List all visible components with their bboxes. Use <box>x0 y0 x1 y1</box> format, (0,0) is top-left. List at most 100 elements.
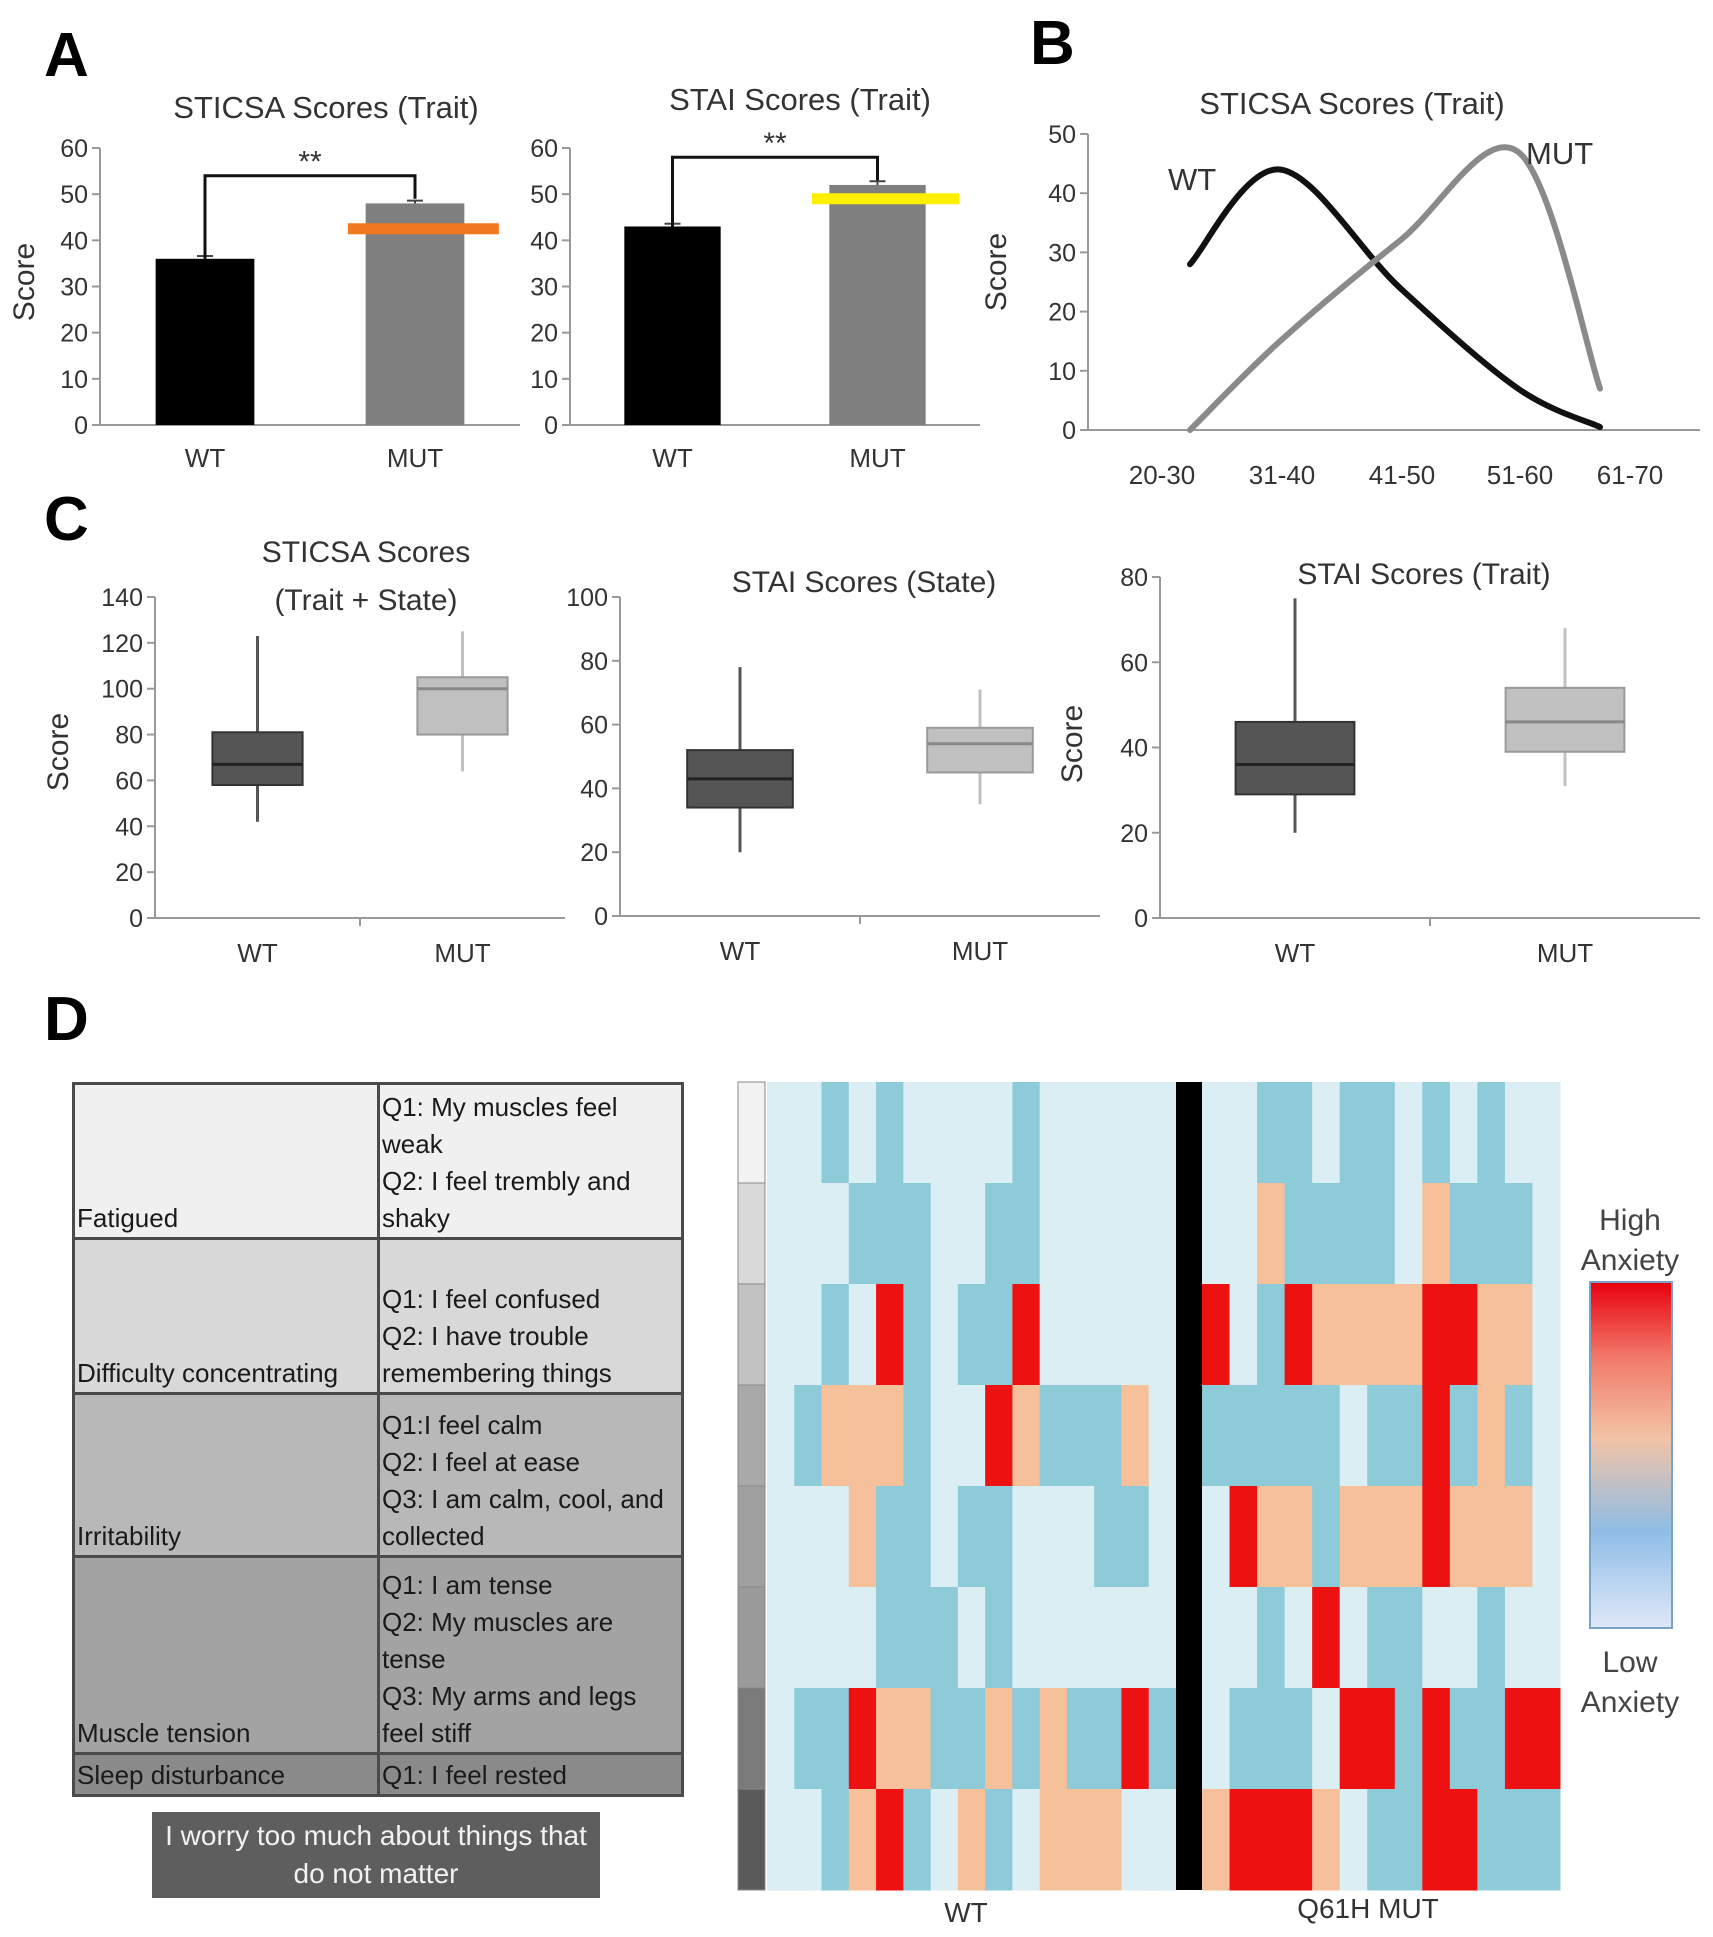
heatmap-cell <box>1367 1688 1396 1790</box>
heatmap-cell <box>1477 1385 1506 1487</box>
heatmap-cell <box>1284 1789 1313 1891</box>
heatmap-cell <box>1477 1183 1506 1285</box>
heatmap-cell <box>1477 1486 1506 1588</box>
x-tick-label: MUT <box>387 443 443 473</box>
y-tick-label: 10 <box>530 366 558 394</box>
y-axis: 0 10 20 30 40 50 60 <box>60 135 520 440</box>
y-tick-label: 40 <box>60 227 88 255</box>
heatmap-cell <box>794 1183 823 1285</box>
heatmap-cell <box>1394 1789 1423 1891</box>
heatmap-cell <box>1257 1789 1286 1891</box>
heatmap-cell <box>767 1183 795 1285</box>
heatmap-cell <box>876 1183 904 1285</box>
heatmap-cell <box>1339 1385 1368 1487</box>
y-tick-label: 20 <box>60 320 88 348</box>
heatmap-cell <box>985 1385 1013 1487</box>
heatmap-cell <box>1477 1789 1506 1891</box>
heatmap-cell <box>1477 1082 1506 1184</box>
heatmap-cell <box>1066 1587 1095 1689</box>
heatmap-cell <box>1202 1688 1231 1790</box>
heatmap-cell <box>1012 1486 1041 1588</box>
heatmap-cell <box>903 1385 932 1487</box>
worry-item-box: I worry too much about things that do no… <box>152 1812 600 1898</box>
heatmap-cell <box>1422 1789 1451 1891</box>
heatmap-cell <box>1367 1587 1396 1689</box>
row-group-marker <box>737 1081 766 1184</box>
heatmap-cell <box>821 1789 850 1891</box>
heatmap-cell <box>930 1183 959 1285</box>
heatmap-cell <box>1121 1385 1150 1487</box>
heatmap-cell <box>1312 1789 1341 1891</box>
panel-label-a: A <box>44 21 89 90</box>
y-tick-label: 40 <box>580 775 608 803</box>
heatmap-cell <box>1449 1486 1478 1588</box>
heatmap-cell <box>876 1486 904 1588</box>
heatmap-cell <box>1532 1587 1561 1689</box>
significance-label: ** <box>763 127 787 160</box>
heatmap-cell <box>1257 1284 1286 1386</box>
heatmap-cell <box>1532 1486 1561 1588</box>
heatmap-cell <box>1477 1688 1506 1790</box>
y-tick-label: 20 <box>1048 299 1076 327</box>
heatmap-cell <box>1066 1183 1095 1285</box>
table-row: Muscle tension Q1: I am tense Q2: My mus… <box>72 1555 684 1755</box>
symptom-category: Fatigued <box>72 1082 380 1240</box>
heatmap-cell <box>848 1082 877 1184</box>
symptom-questions: Q1: I feel confused Q2: I have trouble r… <box>377 1237 684 1395</box>
chart-title: STICSA Scores (Trait) <box>173 90 478 125</box>
heatmap-cell <box>1449 1789 1478 1891</box>
stai-trait-box-chart: STAI Scores (Trait) Score 0 20 40 60 80 WT MU… <box>1056 558 1700 968</box>
x-tick-label: MUT <box>434 938 490 968</box>
symptom-questions: Q1: I am tense Q2: My muscles are tense … <box>377 1555 684 1755</box>
symptom-category: Difficulty concentrating <box>72 1237 380 1395</box>
y-tick-label: 80 <box>1120 564 1148 592</box>
series-label-mut: MUT <box>1526 136 1593 171</box>
row-group-marker <box>737 1485 766 1588</box>
heatmap-cell <box>821 1688 850 1790</box>
heatmap-cell <box>1504 1284 1533 1386</box>
heatmap-cell <box>1339 1183 1368 1285</box>
y-tick-label: 50 <box>60 181 88 209</box>
legend-color-bar <box>1589 1281 1673 1629</box>
heatmap-cell <box>876 1284 904 1386</box>
symptom-questions: Q1: My muscles feel weak Q2: I feel trem… <box>377 1082 684 1240</box>
y-tick-label: 40 <box>1120 735 1148 763</box>
heatmap-cell <box>821 1284 850 1386</box>
heatmap-cell <box>1094 1385 1122 1487</box>
box-marks: WT MUT <box>686 667 1034 966</box>
heatmap-cell <box>1094 1183 1122 1285</box>
table-row: Fatigued Q1: My muscles feel weak Q2: I … <box>72 1082 684 1240</box>
y-tick-label: 30 <box>530 274 558 302</box>
heatmap-cell <box>1094 1688 1122 1790</box>
y-tick-label: 60 <box>1120 649 1148 677</box>
table-row: Sleep disturbance Q1: I feel rested <box>72 1752 684 1797</box>
heatmap-cell <box>1148 1789 1177 1891</box>
heatmap-cell <box>1148 1385 1177 1487</box>
heatmap-cell <box>1312 1082 1341 1184</box>
y-tick-label: 120 <box>101 630 143 658</box>
heatmap-cell <box>1284 1486 1313 1588</box>
table-row: Difficulty concentrating Q1: I feel conf… <box>72 1237 684 1395</box>
heatmap-cell <box>1477 1284 1506 1386</box>
chart-title: STAI Scores (Trait) <box>1297 558 1550 591</box>
heatmap-xlabel-wt: WT <box>944 1897 988 1928</box>
x-tick-label: MUT <box>849 443 905 473</box>
significance-label: ** <box>298 146 322 179</box>
line-marks: 20-30 31-40 41-50 51-60 61-70 WT MUT <box>1129 136 1664 490</box>
heatmap-cell <box>1504 1789 1533 1891</box>
heatmap-cell <box>767 1486 795 1588</box>
heatmap-cell <box>1229 1385 1258 1487</box>
heatmap-cell <box>985 1183 1013 1285</box>
heatmap-cell <box>1121 1789 1150 1891</box>
heatmap-cell <box>985 1082 1013 1184</box>
bar-wt <box>624 226 721 425</box>
legend-low-line2: Anxiety <box>1581 1686 1679 1719</box>
x-tick-label: MUT <box>952 936 1008 966</box>
heatmap-cell <box>876 1587 904 1689</box>
heatmap-cell <box>1422 1082 1451 1184</box>
series-label-wt: WT <box>1168 162 1216 197</box>
heatmap-cell <box>1532 1688 1561 1790</box>
y-tick-label: 0 <box>594 903 608 931</box>
row-group-marker <box>737 1182 766 1285</box>
